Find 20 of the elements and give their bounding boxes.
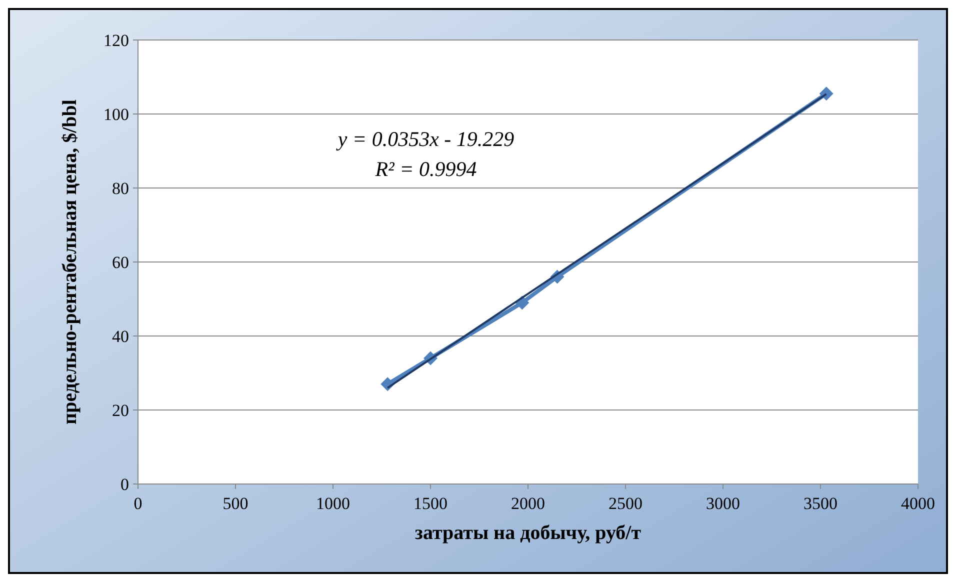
y-tick-label: 60 (112, 252, 129, 272)
x-tick-label: 2000 (511, 494, 545, 513)
x-tick-label: 1500 (414, 494, 448, 513)
y-tick-label: 100 (104, 104, 129, 124)
y-tick-label: 40 (112, 326, 129, 346)
x-axis-title: затраты на добычу, руб/т (414, 522, 642, 544)
y-tick-label: 20 (112, 400, 129, 420)
x-tick-label: 2500 (608, 494, 642, 513)
y-tick-label: 120 (104, 30, 129, 50)
x-tick-label: 3000 (706, 494, 740, 513)
x-tick-label: 4000 (901, 494, 935, 513)
y-axis-title: предельно-рентабельная цена, $/bbl (59, 99, 81, 424)
x-tick-label: 1000 (316, 494, 350, 513)
x-tick-label: 500 (222, 494, 248, 513)
x-tick-label: 3500 (804, 494, 838, 513)
y-tick-label: 0 (120, 474, 129, 494)
annotation: y = 0.0353x - 19.229 (336, 127, 515, 151)
y-tick-label: 80 (112, 178, 129, 198)
annotation: R² = 0.9994 (374, 157, 478, 181)
x-tick-label: 0 (134, 494, 142, 513)
